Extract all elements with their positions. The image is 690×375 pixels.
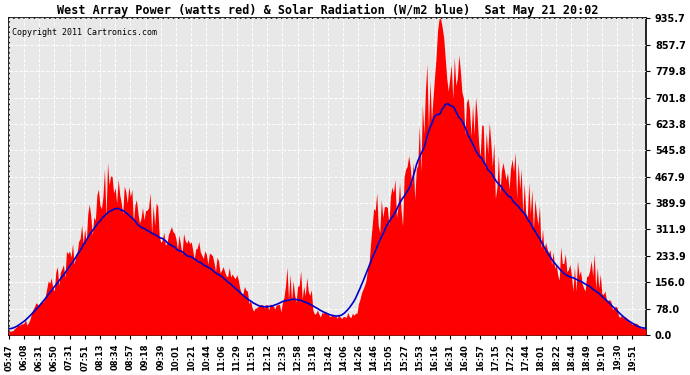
Text: Copyright 2011 Cartronics.com: Copyright 2011 Cartronics.com: [12, 28, 157, 37]
Title: West Array Power (watts red) & Solar Radiation (W/m2 blue)  Sat May 21 20:02: West Array Power (watts red) & Solar Rad…: [57, 4, 598, 17]
